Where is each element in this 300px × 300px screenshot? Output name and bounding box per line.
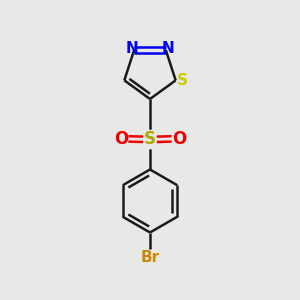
Text: N: N (162, 41, 175, 56)
Text: S: S (144, 130, 156, 148)
Text: S: S (177, 73, 188, 88)
Text: O: O (114, 130, 128, 148)
Text: O: O (172, 130, 186, 148)
Text: N: N (125, 41, 138, 56)
Text: Br: Br (140, 250, 160, 266)
